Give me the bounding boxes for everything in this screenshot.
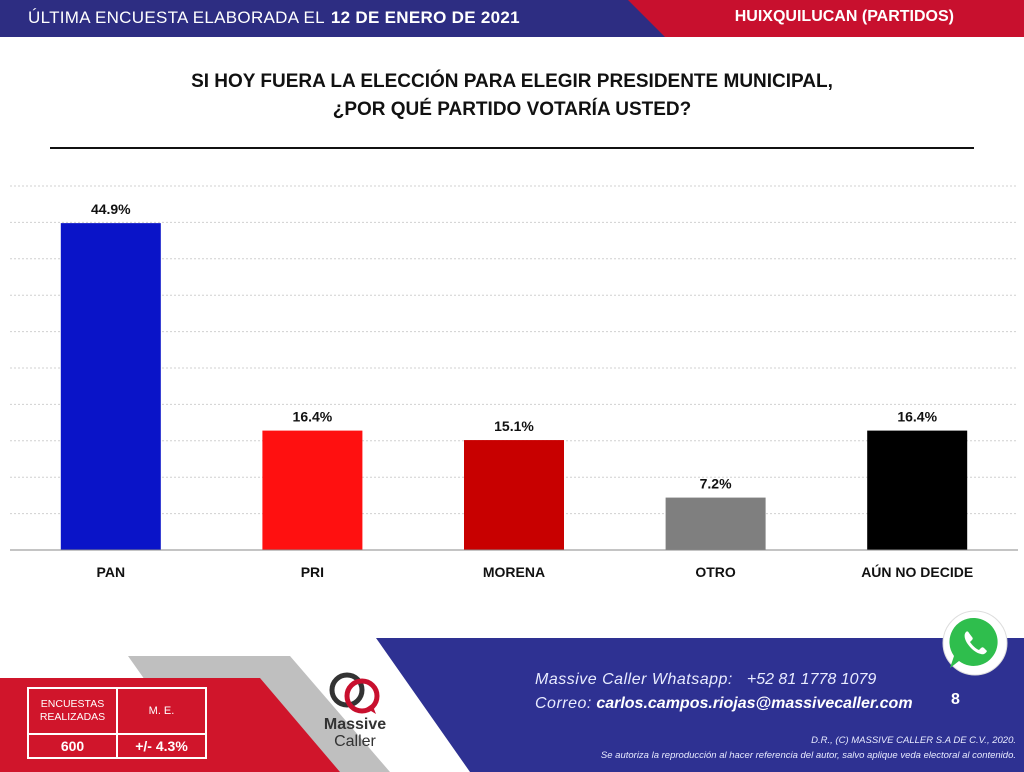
region-label: HUIXQUILUCAN (PARTIDOS) <box>734 8 954 25</box>
survey-date: 12 DE ENERO DE 2021 <box>330 8 520 27</box>
logo-text-caller: Caller <box>334 733 376 750</box>
category-label-2: MORENA <box>483 564 545 580</box>
survey-date-prefix: ÚLTIMA ENCUESTA ELABORADA EL <box>28 8 325 27</box>
stats-value-margin: +/- 4.3% <box>135 738 188 754</box>
email-contact: Correo: carlos.campos.riojas@massivecall… <box>535 692 913 716</box>
massive-caller-logo-icon <box>329 672 380 714</box>
data-label-1: 16.4% <box>293 409 333 425</box>
whatsapp-icon[interactable] <box>940 608 1010 678</box>
legal-disclaimer: Se autoriza la reproducción al hacer ref… <box>600 750 1016 761</box>
whatsapp-label: Massive Caller Whatsapp: <box>535 671 733 688</box>
survey-stats-table: ENCUESTAS REALIZADAS M. E. 600 +/- 4.3% <box>27 687 207 759</box>
bar-chart: 44.9% PAN 16.4% PRI 15.1% MORENA 7.2% OTRO 16.4%… <box>10 185 1018 580</box>
legal-notice: D.R., (C) MASSIVE CALLER S.A DE C.V., 20… <box>601 733 1016 763</box>
stats-header-margin: M. E. <box>148 705 175 717</box>
data-label-3: 7.2% <box>700 476 732 492</box>
email-label: Correo: <box>535 695 592 712</box>
category-label-0: PAN <box>97 564 126 580</box>
massive-caller-logo: Massive Caller <box>300 668 410 768</box>
page-number: 8 <box>951 691 960 708</box>
title-divider <box>50 147 974 149</box>
whatsapp-contact: Massive Caller Whatsapp: +52 81 1778 1079 <box>535 668 913 692</box>
stats-divider-horizontal <box>29 733 205 735</box>
email-address[interactable]: carlos.campos.riojas@massivecaller.com <box>596 695 913 712</box>
logo-text-massive: Massive <box>323 716 387 733</box>
header-background <box>0 0 1024 37</box>
footer <box>0 630 1024 772</box>
stats-value-surveys: 600 <box>60 738 85 754</box>
stats-divider-vertical <box>116 689 118 757</box>
footer-background <box>0 638 1024 772</box>
contact-info: Massive Caller Whatsapp: +52 81 1778 1079… <box>535 668 913 716</box>
category-label-3: OTRO <box>695 564 736 580</box>
whatsapp-number[interactable]: +52 81 1778 1079 <box>746 671 877 688</box>
bar-3 <box>665 497 766 550</box>
category-label-1: PRI <box>301 564 324 580</box>
bar-1 <box>262 430 363 550</box>
stats-header-surveys: ENCUESTAS REALIZADAS <box>39 698 106 723</box>
bar-4 <box>867 430 968 550</box>
data-label-2: 15.1% <box>494 418 534 434</box>
data-label-4: 16.4% <box>897 409 937 425</box>
legal-copyright: D.R., (C) MASSIVE CALLER S.A DE C.V., 20… <box>811 735 1016 746</box>
bar-2 <box>464 440 564 550</box>
header-bar: ÚLTIMA ENCUESTA ELABORADA EL 12 DE ENERO … <box>0 0 1024 37</box>
chart-title-line2: ¿POR QUÉ PARTIDO VOTARÍA USTED? <box>332 99 692 120</box>
chart-title: SI HOY FUERA LA ELECCIÓN PARA ELEGIR PRE… <box>0 68 1024 124</box>
survey-date-label: ÚLTIMA ENCUESTA ELABORADA EL 12 DE ENERO … <box>28 8 520 28</box>
chart-title-line1: SI HOY FUERA LA ELECCIÓN PARA ELEGIR PRE… <box>191 71 833 92</box>
bar-0 <box>60 223 161 550</box>
category-label-4: AÚN NO DECIDE <box>861 563 973 580</box>
data-label-0: 44.9% <box>91 201 131 217</box>
